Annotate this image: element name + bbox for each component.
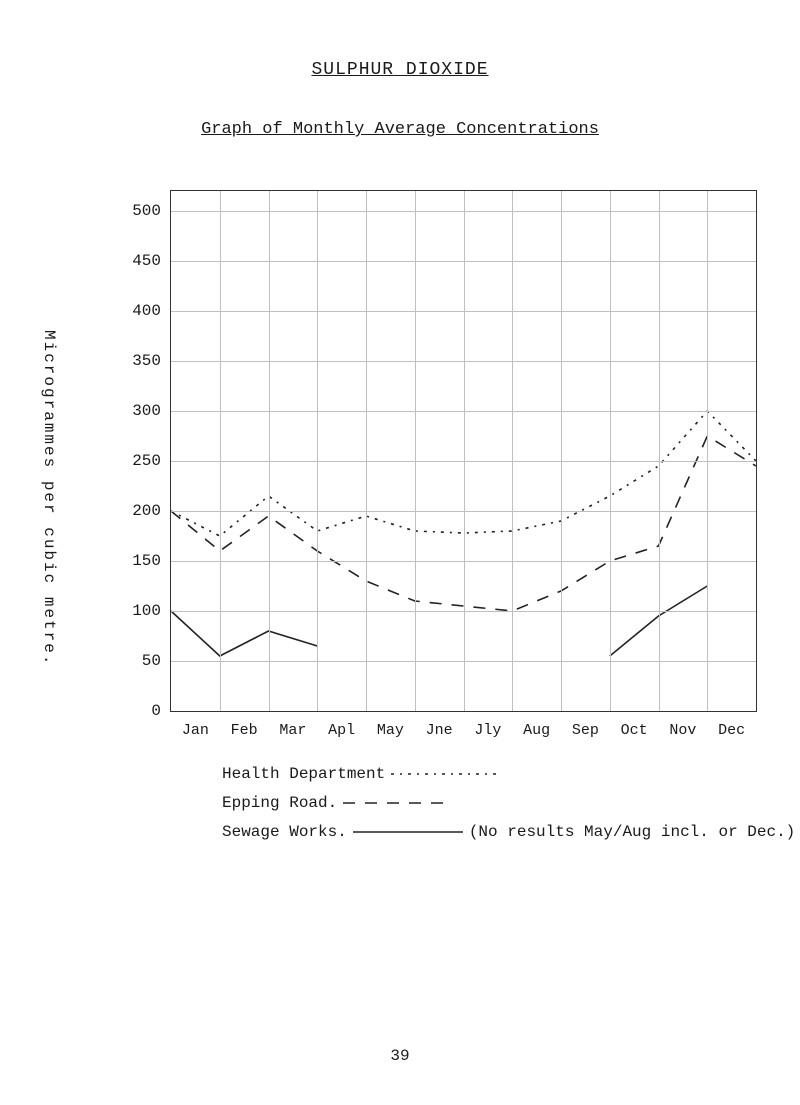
x-tick-label: Apl	[328, 722, 355, 739]
x-tick-label: Oct	[621, 722, 648, 739]
y-axis-label: Microgrammes per cubic metre.	[40, 330, 58, 666]
chart-plot-area: JanFebMarAplMayJneJlyAugSepOctNovDec0501…	[170, 190, 757, 712]
legend-item: Health Department	[222, 760, 795, 789]
series-line	[171, 611, 317, 656]
y-tick-label: 200	[116, 502, 161, 520]
y-tick-label: 100	[116, 602, 161, 620]
y-tick-label: 300	[116, 402, 161, 420]
page-title: SULPHUR DIOXIDE	[0, 60, 800, 80]
x-tick-label: Mar	[279, 722, 306, 739]
y-tick-label: 400	[116, 302, 161, 320]
legend: Health Department Epping Road. Sewage Wo…	[222, 760, 795, 846]
x-tick-label: May	[377, 722, 404, 739]
x-tick-label: Nov	[669, 722, 696, 739]
legend-line-icon	[353, 827, 463, 837]
x-tick-label: Aug	[523, 722, 550, 739]
legend-note: (No results May/Aug incl. or Dec.)	[469, 818, 795, 847]
y-tick-label: 350	[116, 352, 161, 370]
y-tick-label: 500	[116, 202, 161, 220]
y-tick-label: 250	[116, 452, 161, 470]
y-tick-label: 0	[116, 702, 161, 720]
y-tick-label: 450	[116, 252, 161, 270]
legend-label: Sewage Works.	[222, 818, 347, 847]
page: SULPHUR DIOXIDE Graph of Monthly Average…	[0, 0, 800, 1105]
legend-line-icon	[391, 769, 501, 779]
x-tick-label: Jly	[474, 722, 501, 739]
chart: Jan Feb Mar Apl May Jne Jly Aug Sep Oct Nov Dec 0 50 1…	[115, 190, 755, 750]
y-tick-label: 150	[116, 552, 161, 570]
x-tick-label: Feb	[231, 722, 258, 739]
legend-item: Sewage Works. (No results May/Aug incl. …	[222, 818, 795, 847]
legend-label: Epping Road.	[222, 789, 337, 818]
page-number: 39	[0, 1047, 800, 1065]
x-tick-label: Jne	[426, 722, 453, 739]
legend-item: Epping Road.	[222, 789, 795, 818]
page-subtitle: Graph of Monthly Average Concentrations	[0, 120, 800, 139]
x-tick-label: Sep	[572, 722, 599, 739]
legend-line-icon	[343, 798, 453, 808]
y-tick-label: 50	[116, 652, 161, 670]
x-tick-label: Dec	[718, 722, 745, 739]
x-tick-label: Jan	[182, 722, 209, 739]
legend-label: Health Department	[222, 760, 385, 789]
